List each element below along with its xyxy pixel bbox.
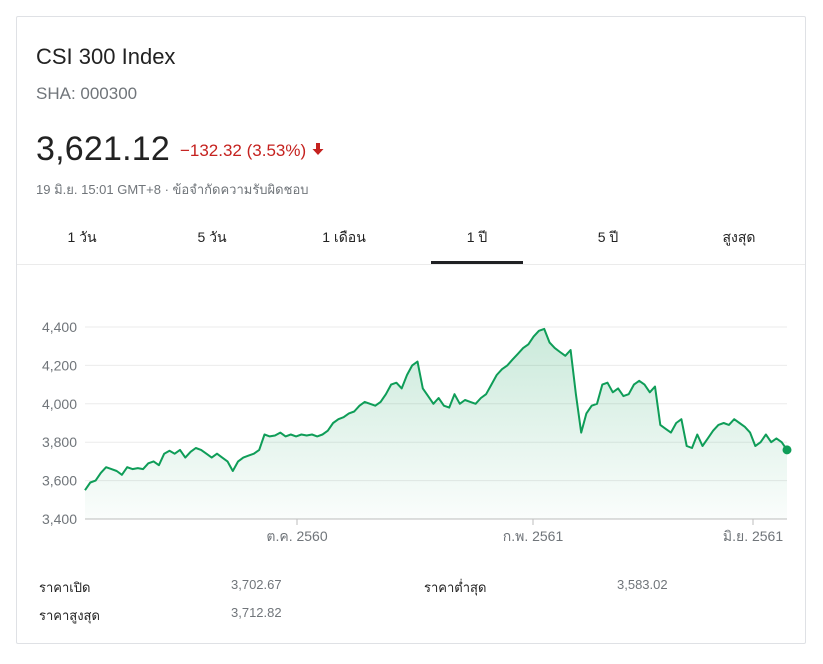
disclaimer-link[interactable]: ข้อจำกัดความรับผิดชอบ <box>172 182 309 197</box>
chart-svg: 3,400 3,600 3,800 4,000 4,200 4,400 ต.ค. 2560… <box>42 319 792 544</box>
price-change-text: −132.32 (3.53%) <box>179 141 307 160</box>
last-price-dot <box>782 445 792 455</box>
x-axis-ticks: ต.ค. 2560 ก.พ. 2561 มิ.ย. 2561 <box>266 519 783 544</box>
low-value: 3,583.02 <box>617 577 668 592</box>
y-tick-label: 3,400 <box>42 511 77 527</box>
index-title: CSI 300 Index <box>36 44 176 69</box>
ticker-symbol: SHA: 000300 <box>36 84 138 103</box>
y-tick-label: 4,200 <box>42 357 77 373</box>
tab-5-days[interactable]: 5 วัน <box>197 229 227 245</box>
tab-max[interactable]: สูงสุด <box>722 229 756 245</box>
price-line <box>84 327 788 491</box>
price-row: 3,621.12 −132.32 (3.53%) <box>36 130 324 169</box>
high-value: 3,712.82 <box>231 605 282 620</box>
low-label: ราคาต่ำสุด <box>424 580 487 595</box>
tab-5-years[interactable]: 5 ปี <box>597 229 619 245</box>
y-axis-ticks: 3,400 3,600 3,800 4,000 4,200 4,400 <box>42 319 77 527</box>
y-tick-label: 4,400 <box>42 319 77 335</box>
price-area <box>85 328 787 519</box>
current-price: 3,621.12 <box>36 130 170 168</box>
tab-1-year[interactable]: 1 ปี <box>431 217 523 264</box>
y-tick-label: 3,600 <box>42 473 77 489</box>
y-tick-label: 3,800 <box>42 434 77 450</box>
timestamp: 19 มิ.ย. 15:01 GMT+8 <box>36 182 161 197</box>
stock-card: CSI 300 Index SHA: 000300 3,621.12 −132.… <box>16 16 806 644</box>
x-tick-label: มิ.ย. 2561 <box>723 528 783 544</box>
meta-separator: · <box>164 182 173 197</box>
price-chart: 3,400 3,600 3,800 4,000 4,200 4,400 ต.ค. 2560… <box>17 287 805 567</box>
down-arrow-icon <box>312 141 324 161</box>
x-tick-label: ต.ค. 2560 <box>266 528 327 544</box>
tab-1-month[interactable]: 1 เดือน <box>322 229 366 245</box>
price-meta: 19 มิ.ย. 15:01 GMT+8 · ข้อจำกัดความรับผิ… <box>36 179 309 200</box>
high-label: ราคาสูงสุด <box>39 608 100 623</box>
x-tick-label: ก.พ. 2561 <box>503 528 564 544</box>
open-label: ราคาเปิด <box>39 580 91 595</box>
open-value: 3,702.67 <box>231 577 282 592</box>
price-change: −132.32 (3.53%) <box>180 141 324 161</box>
y-tick-label: 4,000 <box>42 396 77 412</box>
tab-1-day[interactable]: 1 วัน <box>67 229 97 245</box>
range-tabs: 1 วัน 5 วัน 1 เดือน 1 ปี 5 ปี สูงสุด <box>17 217 805 265</box>
